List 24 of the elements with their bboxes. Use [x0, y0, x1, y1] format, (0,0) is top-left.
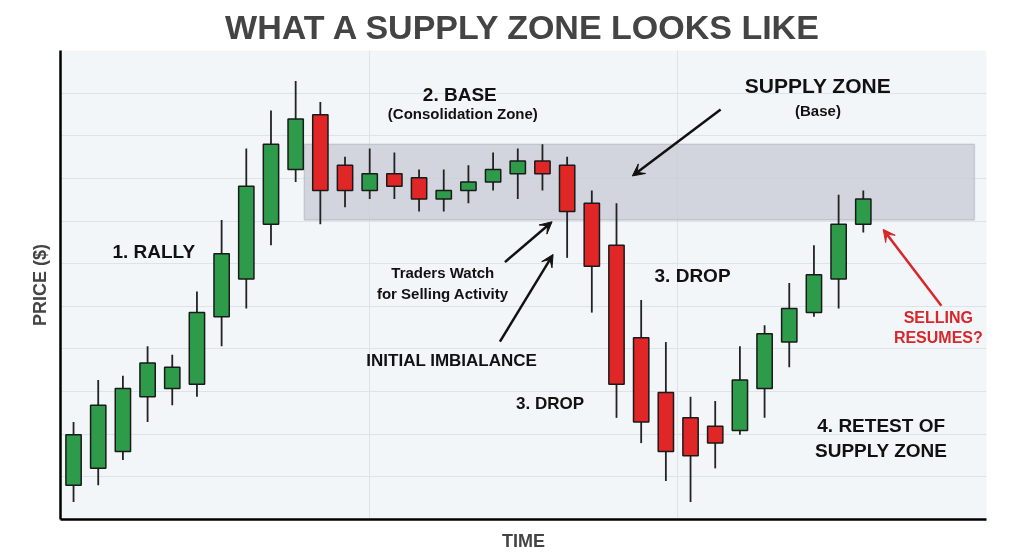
annotation: SUPPLY ZONE [744, 73, 891, 97]
candlestick [410, 168, 428, 213]
annotation: 3. DROP [516, 394, 585, 414]
x-axis-title: TIME [502, 530, 545, 551]
annotation: 2. BASE [422, 83, 497, 105]
annotation: 4. RETEST OF SUPPLY ZONE [814, 414, 947, 461]
annotation: 1. RALLY [112, 240, 196, 262]
candlestick [163, 353, 181, 407]
y-axis-title: PRICE ($) [29, 243, 50, 327]
annotation: 3. DROP [654, 264, 731, 286]
text: SELLING RESUMES? [893, 308, 983, 347]
candlestick [460, 164, 477, 205]
candlestick [706, 400, 724, 470]
candlestick [361, 147, 379, 200]
candlestick [509, 147, 527, 200]
annotation: (Consolidation Zone) [387, 105, 538, 123]
candlestick [385, 151, 403, 200]
annotation: Traders Watch for Selling Activity [376, 264, 509, 302]
candlestick [484, 151, 502, 192]
candlestick [534, 143, 551, 192]
annotation: INITIAL IMBIALANCE [366, 350, 537, 370]
chart-title: WHAT A SUPPLY ZONE LOOKS LIKE [225, 7, 819, 46]
candlestick [435, 168, 453, 213]
annotation: (Base) [795, 101, 841, 119]
